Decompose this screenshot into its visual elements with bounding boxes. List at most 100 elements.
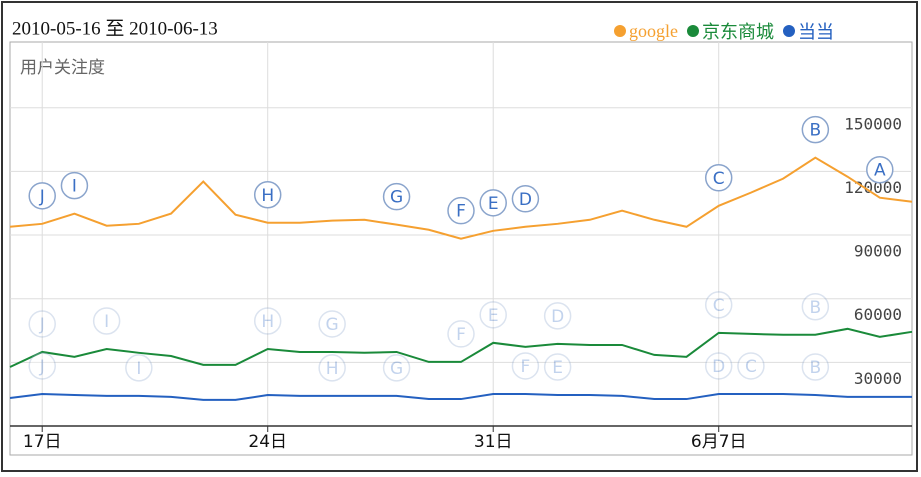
x-tick-label: 31日: [474, 432, 513, 452]
legend-label: google: [629, 21, 678, 41]
annotation-label: F: [521, 357, 531, 377]
annotation-label: B: [810, 298, 822, 318]
annotation-label: D: [712, 357, 725, 377]
annotation: E: [543, 353, 572, 381]
annotation-bubble: [447, 320, 475, 348]
legend-label: 当当: [798, 22, 834, 43]
annotation-label: D: [551, 307, 564, 327]
annotation-bubble: [704, 164, 733, 192]
annotation-bubble: [382, 354, 411, 382]
annotation-label: C: [713, 169, 725, 189]
annotation-bubble: [704, 291, 733, 319]
annotation: A: [866, 155, 894, 184]
legend-marker: [783, 25, 795, 37]
annotation: C: [704, 291, 733, 319]
y-tick-label: 150000: [844, 114, 902, 133]
annotation-label: H: [326, 359, 339, 379]
plot-frame: [9, 41, 913, 456]
legend-marker: [687, 25, 699, 37]
annotation: F: [447, 320, 475, 348]
annotation: D: [511, 185, 540, 213]
annotation-label: J: [39, 315, 45, 335]
annotation: B: [801, 115, 830, 144]
annotation: D: [704, 352, 733, 380]
series-line: [9, 327, 913, 368]
annotation-bubble: [125, 354, 153, 382]
annotation: I: [92, 307, 121, 335]
annotation: E: [479, 301, 507, 329]
annotation-bubble: [543, 353, 572, 381]
annotation: G: [382, 182, 411, 211]
y-tick-label: 90000: [854, 242, 902, 261]
legend-label: 京东商城: [702, 22, 774, 43]
annotation: I: [125, 354, 153, 382]
annotation-bubble: [92, 307, 121, 335]
annotation-bubble: [543, 302, 572, 330]
x-tick-label: 24日: [248, 432, 287, 452]
annotation-bubble: [801, 293, 830, 321]
annotation-label: H: [261, 312, 274, 332]
annotation: J: [28, 352, 56, 380]
series-line: [9, 156, 913, 240]
annotation-label: I: [104, 312, 109, 332]
annotation: I: [60, 171, 89, 200]
annotation-label: C: [713, 296, 725, 316]
annotation: H: [318, 354, 346, 382]
annotation-label: C: [745, 357, 757, 377]
annotation-label: H: [261, 186, 274, 206]
annotation: F: [511, 352, 540, 380]
annotation-bubble: [253, 307, 282, 335]
annotation: B: [801, 293, 830, 321]
legend-marker: [614, 25, 626, 37]
annotation-label: I: [72, 177, 77, 197]
annotation-label: J: [39, 357, 45, 377]
annotation-bubble: [866, 155, 894, 184]
annotation: F: [447, 196, 475, 225]
annotation-label: G: [390, 188, 403, 208]
annotation-label: D: [519, 190, 532, 210]
x-tick-label: 17日: [23, 432, 62, 452]
annotation-label: J: [39, 187, 45, 207]
annotation-bubble: [479, 189, 507, 217]
annotation-bubble: [737, 352, 765, 380]
y-tick-label: 60000: [854, 305, 902, 324]
annotation-label: G: [390, 359, 403, 379]
series-line: [9, 392, 912, 401]
annotation-bubble: [447, 196, 475, 225]
annotation: H: [253, 307, 282, 335]
annotation: J: [28, 310, 56, 338]
annotation-label: E: [488, 194, 499, 214]
annotation: G: [382, 354, 411, 382]
y-label: 用户关注度: [20, 58, 105, 78]
annotation-bubble: [801, 353, 830, 381]
legend: google 京东商城 当当: [614, 21, 834, 43]
annotation: B: [801, 353, 830, 381]
annotation: H: [253, 181, 282, 209]
annotation-bubble: [28, 310, 56, 338]
annotation: D: [543, 302, 572, 330]
annotation: C: [737, 352, 765, 380]
annotation: G: [318, 310, 346, 338]
y-tick-label: 120000: [844, 178, 902, 197]
annotation-label: F: [456, 202, 466, 222]
annotation-bubble: [511, 185, 540, 213]
x-tick-label: 6月7日: [691, 432, 747, 452]
annotation-label: G: [326, 315, 339, 335]
annotation-bubble: [801, 115, 830, 144]
annotation: C: [704, 164, 733, 192]
annotation-bubble: [704, 352, 733, 380]
annotation-label: B: [810, 121, 822, 141]
annotation-label: A: [874, 161, 886, 181]
annotation: J: [28, 182, 56, 210]
annotation-bubble: [511, 352, 540, 380]
annotation-label: I: [136, 359, 141, 379]
annotation-bubble: [60, 171, 89, 200]
y-tick-label: 30000: [854, 369, 902, 388]
annotation-bubble: [318, 354, 346, 382]
annotation-label: E: [552, 358, 563, 378]
chart-title: 2010-05-16 至 2010-06-13: [12, 18, 218, 39]
annotation-bubble: [382, 182, 411, 211]
annotation-bubble: [28, 182, 56, 210]
